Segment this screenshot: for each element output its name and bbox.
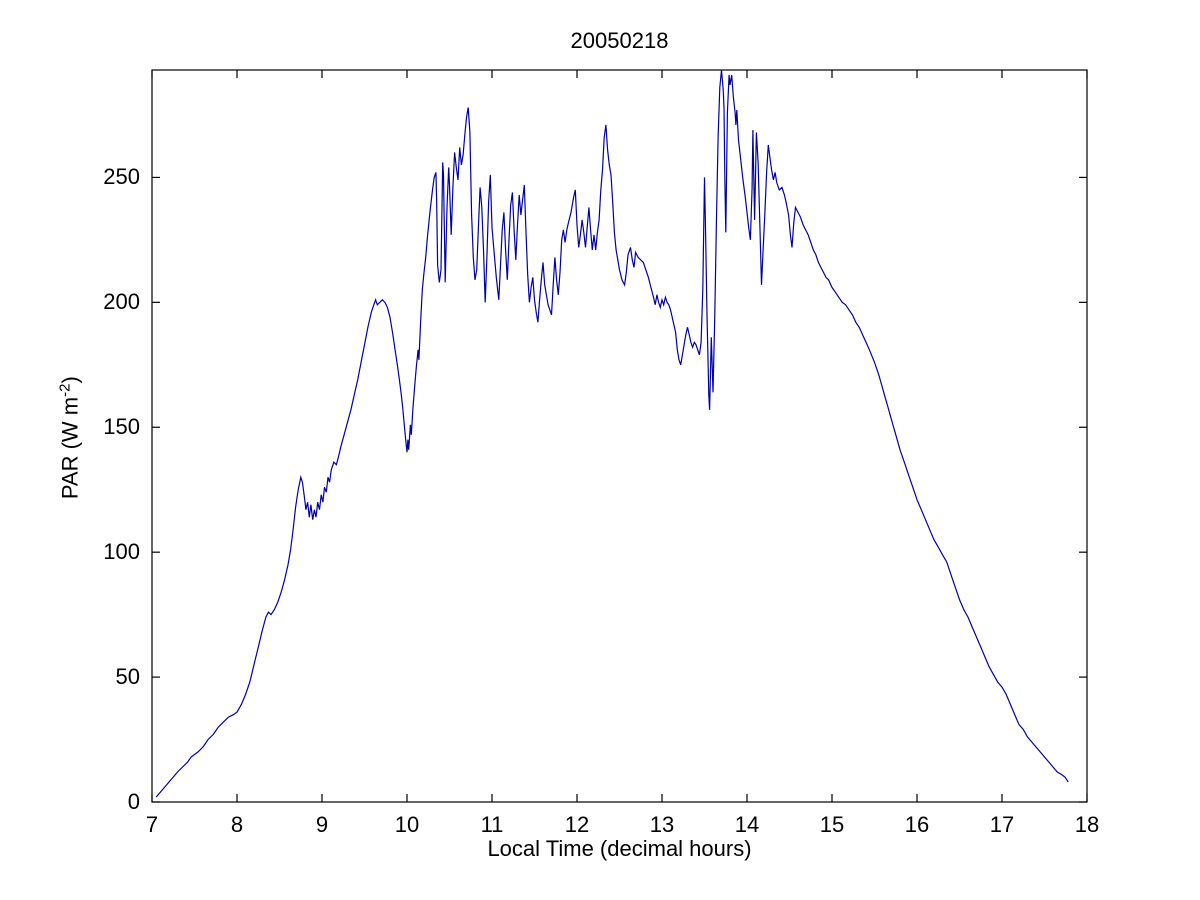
y-axis-label-suffix: ) [57, 376, 83, 384]
y-tick-label: 150 [103, 414, 140, 440]
x-tick-label: 16 [904, 812, 930, 837]
y-tick-label: 200 [103, 289, 140, 315]
x-tick-label: 17 [989, 812, 1015, 837]
x-axis-label: Local Time (decimal hours) [487, 836, 752, 861]
x-tick-label: 9 [315, 812, 329, 837]
x-tick-label: 10 [394, 812, 420, 837]
y-axis-label: PAR (W m-2) [56, 308, 83, 568]
x-tick-label: 18 [1074, 812, 1100, 837]
y-tick-label: 0 [127, 789, 140, 814]
x-tick-label: 15 [819, 812, 845, 837]
axes-box [151, 69, 1088, 803]
y-tick-label: 50 [115, 664, 140, 690]
y-axis-label-superscript: -2 [56, 383, 74, 397]
chart-title: 20050218 [570, 28, 669, 53]
x-tick-label: 8 [230, 812, 244, 837]
x-tick-label: 13 [649, 812, 675, 837]
y-tick-label: 100 [103, 539, 140, 565]
y-axis-label-prefix: PAR (W m [57, 396, 83, 500]
x-tick-label: 11 [480, 812, 504, 837]
x-tick-label: 7 [145, 812, 159, 837]
x-tick-label: 12 [564, 812, 590, 837]
y-tick-label: 250 [103, 164, 140, 190]
par-series-line [155, 69, 1069, 798]
x-tick-label: 14 [734, 812, 760, 837]
